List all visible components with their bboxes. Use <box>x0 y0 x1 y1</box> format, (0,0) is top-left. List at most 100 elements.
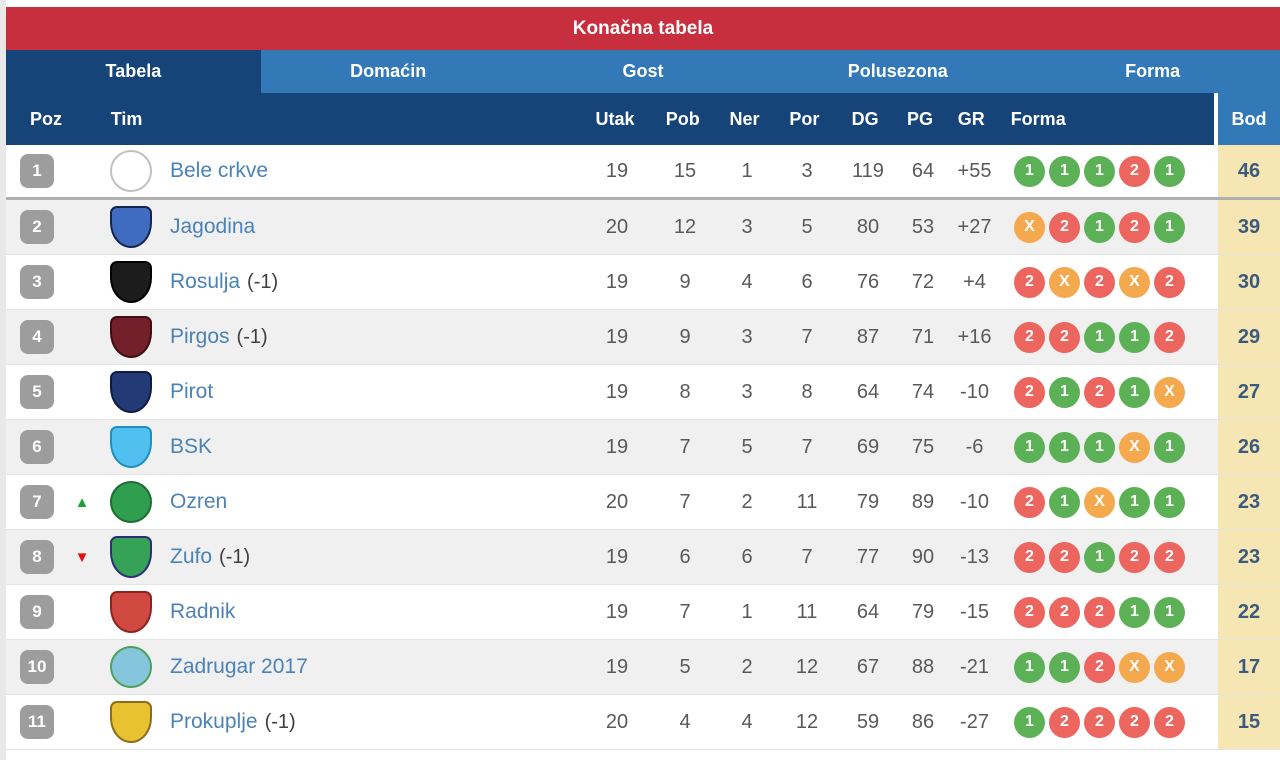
points-cell: 27 <box>1218 365 1280 419</box>
team-name[interactable]: Zufo <box>170 545 213 568</box>
stat-pg: 64 <box>911 159 935 182</box>
stat-gr: -10 <box>960 490 989 513</box>
header-ner: Ner <box>729 108 760 129</box>
team-logo-icon <box>110 591 152 633</box>
tab-forma[interactable]: Forma <box>1025 50 1280 93</box>
stat-pg: 88 <box>911 655 935 678</box>
stat-gr: -6 <box>965 435 984 458</box>
team-name[interactable]: Pirgos <box>170 325 230 348</box>
stat-dg: 80 <box>856 215 880 238</box>
position-badge: 9 <box>20 595 54 629</box>
tab-domacin[interactable]: Domaćin <box>260 50 516 93</box>
stat-gr: +27 <box>957 215 992 238</box>
table-row: 10 Zadrugar 2017 19 5 2 12 67 88 -21 1 1 2 X X 17 <box>6 640 1280 695</box>
form-badge-loss: 2 <box>1154 266 1185 298</box>
form-badge-loss: 2 <box>1049 541 1080 573</box>
tab-bar: Tabela Domaćin Gost Polusezona Forma <box>6 50 1280 93</box>
form-badge-loss: 2 <box>1014 266 1045 298</box>
stat-pob: 7 <box>679 435 691 458</box>
points-cell: 30 <box>1218 255 1280 309</box>
stat-gr: +4 <box>963 270 986 293</box>
stat-pob: 15 <box>673 159 697 182</box>
team-name[interactable]: Jagodina <box>170 215 256 238</box>
team-name[interactable]: BSK <box>170 435 213 458</box>
form-badge-win: 1 <box>1049 155 1080 187</box>
form-badge-win: 1 <box>1049 376 1080 408</box>
position-badge: 8 <box>20 540 54 574</box>
stat-por: 12 <box>795 655 819 678</box>
header-pob: Pob <box>665 108 700 129</box>
tab-polusezona[interactable]: Polusezona <box>770 50 1026 93</box>
stat-por: 5 <box>801 215 813 238</box>
form-badge-draw: X <box>1119 431 1150 463</box>
position-cell: 11 <box>6 705 106 739</box>
team-cell: Pirot <box>106 371 581 413</box>
stat-dg: 69 <box>856 435 880 458</box>
stat-por: 6 <box>801 270 813 293</box>
form-badge-loss: 2 <box>1049 596 1080 628</box>
points-cell: 23 <box>1218 530 1280 584</box>
header-pg: PG <box>906 108 933 129</box>
form-badge-loss: 2 <box>1014 486 1045 518</box>
points-value: 29 <box>1237 325 1261 348</box>
header-poz: Poz <box>30 108 63 129</box>
team-name[interactable]: Ozren <box>170 490 228 513</box>
team-name[interactable]: Bele crkve <box>170 159 269 182</box>
points-value: 27 <box>1237 380 1261 403</box>
tab-tabela[interactable]: Tabela <box>6 50 261 93</box>
team-name[interactable]: Rosulja <box>170 270 241 293</box>
penalty-indicator: (-1) <box>247 270 279 293</box>
header-forma: Forma <box>1010 108 1066 129</box>
position-cell: 5 <box>6 375 106 409</box>
team-logo-icon <box>110 646 152 688</box>
team-cell: BSK <box>106 426 581 468</box>
stat-pob: 5 <box>679 655 691 678</box>
team-name[interactable]: Radnik <box>170 600 236 623</box>
stat-ner: 4 <box>741 270 753 293</box>
stat-utak: 20 <box>605 710 629 733</box>
team-name[interactable]: Zadrugar 2017 <box>170 655 308 678</box>
form-badge-win: 1 <box>1154 596 1185 628</box>
left-gutter <box>0 0 6 760</box>
table-row: 2 Jagodina 20 12 3 5 80 53 +27 X 2 1 2 1 39 <box>6 200 1280 255</box>
points-cell: 39 <box>1218 200 1280 254</box>
stat-dg: 87 <box>856 325 880 348</box>
stat-ner: 6 <box>741 545 753 568</box>
stat-ner: 3 <box>741 325 753 348</box>
form-badge-win: 1 <box>1084 155 1115 187</box>
form-badge-loss: 2 <box>1119 541 1150 573</box>
header-por: Por <box>789 108 820 129</box>
stat-por: 7 <box>801 435 813 458</box>
position-cell: 9 <box>6 595 106 629</box>
form-badge-loss: 2 <box>1014 541 1045 573</box>
position-cell: 7 ▲ <box>6 485 106 519</box>
points-cell: 26 <box>1218 420 1280 474</box>
team-cell: Prokuplje (-1) <box>106 701 581 743</box>
team-cell: Zufo (-1) <box>106 536 581 578</box>
stat-utak: 19 <box>605 159 629 182</box>
stat-dg: 67 <box>856 655 880 678</box>
points-value: 26 <box>1237 435 1261 458</box>
points-cell: 23 <box>1218 475 1280 529</box>
points-value: 46 <box>1237 159 1261 182</box>
position-cell: 2 <box>6 210 106 244</box>
stat-gr: -13 <box>960 545 989 568</box>
form-badge-win: 1 <box>1119 376 1150 408</box>
team-logo-icon <box>110 426 152 468</box>
position-badge: 3 <box>20 265 54 299</box>
form-badge-loss: 2 <box>1119 211 1150 243</box>
form-badge-win: 1 <box>1014 155 1045 187</box>
header-bod: Bod <box>1218 93 1280 145</box>
tab-gost[interactable]: Gost <box>515 50 771 93</box>
position-badge: 4 <box>20 320 54 354</box>
team-name[interactable]: Prokuplje <box>170 710 258 733</box>
table-body: 1 Bele crkve 19 15 1 3 119 64 +55 1 1 1 2 1 46 2 Jagodin… <box>6 145 1280 750</box>
form-badge-loss: 2 <box>1084 706 1115 738</box>
position-badge: 6 <box>20 430 54 464</box>
team-name[interactable]: Pirot <box>170 380 214 403</box>
form-badge-win: 1 <box>1119 486 1150 518</box>
